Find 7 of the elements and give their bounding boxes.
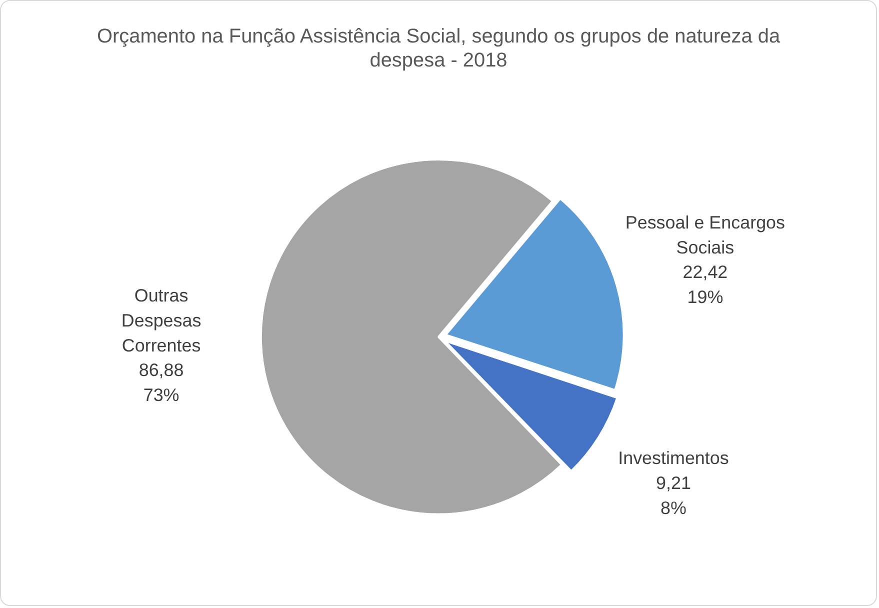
data-label: 9,21 8% <box>656 473 691 518</box>
slice-label: Pessoal e Encargos Sociais <box>625 212 786 258</box>
data-label: 22,42 19% <box>682 262 728 308</box>
slice-label: Outras Despesas Correntes <box>121 285 202 356</box>
data-label: 86,88 73% <box>138 360 184 406</box>
chart-title: Orçamento na Função Assistência Social, segundo os grupos de natureza da despesa - 2018 <box>96 25 781 72</box>
slice-label: Investimentos <box>618 448 729 468</box>
